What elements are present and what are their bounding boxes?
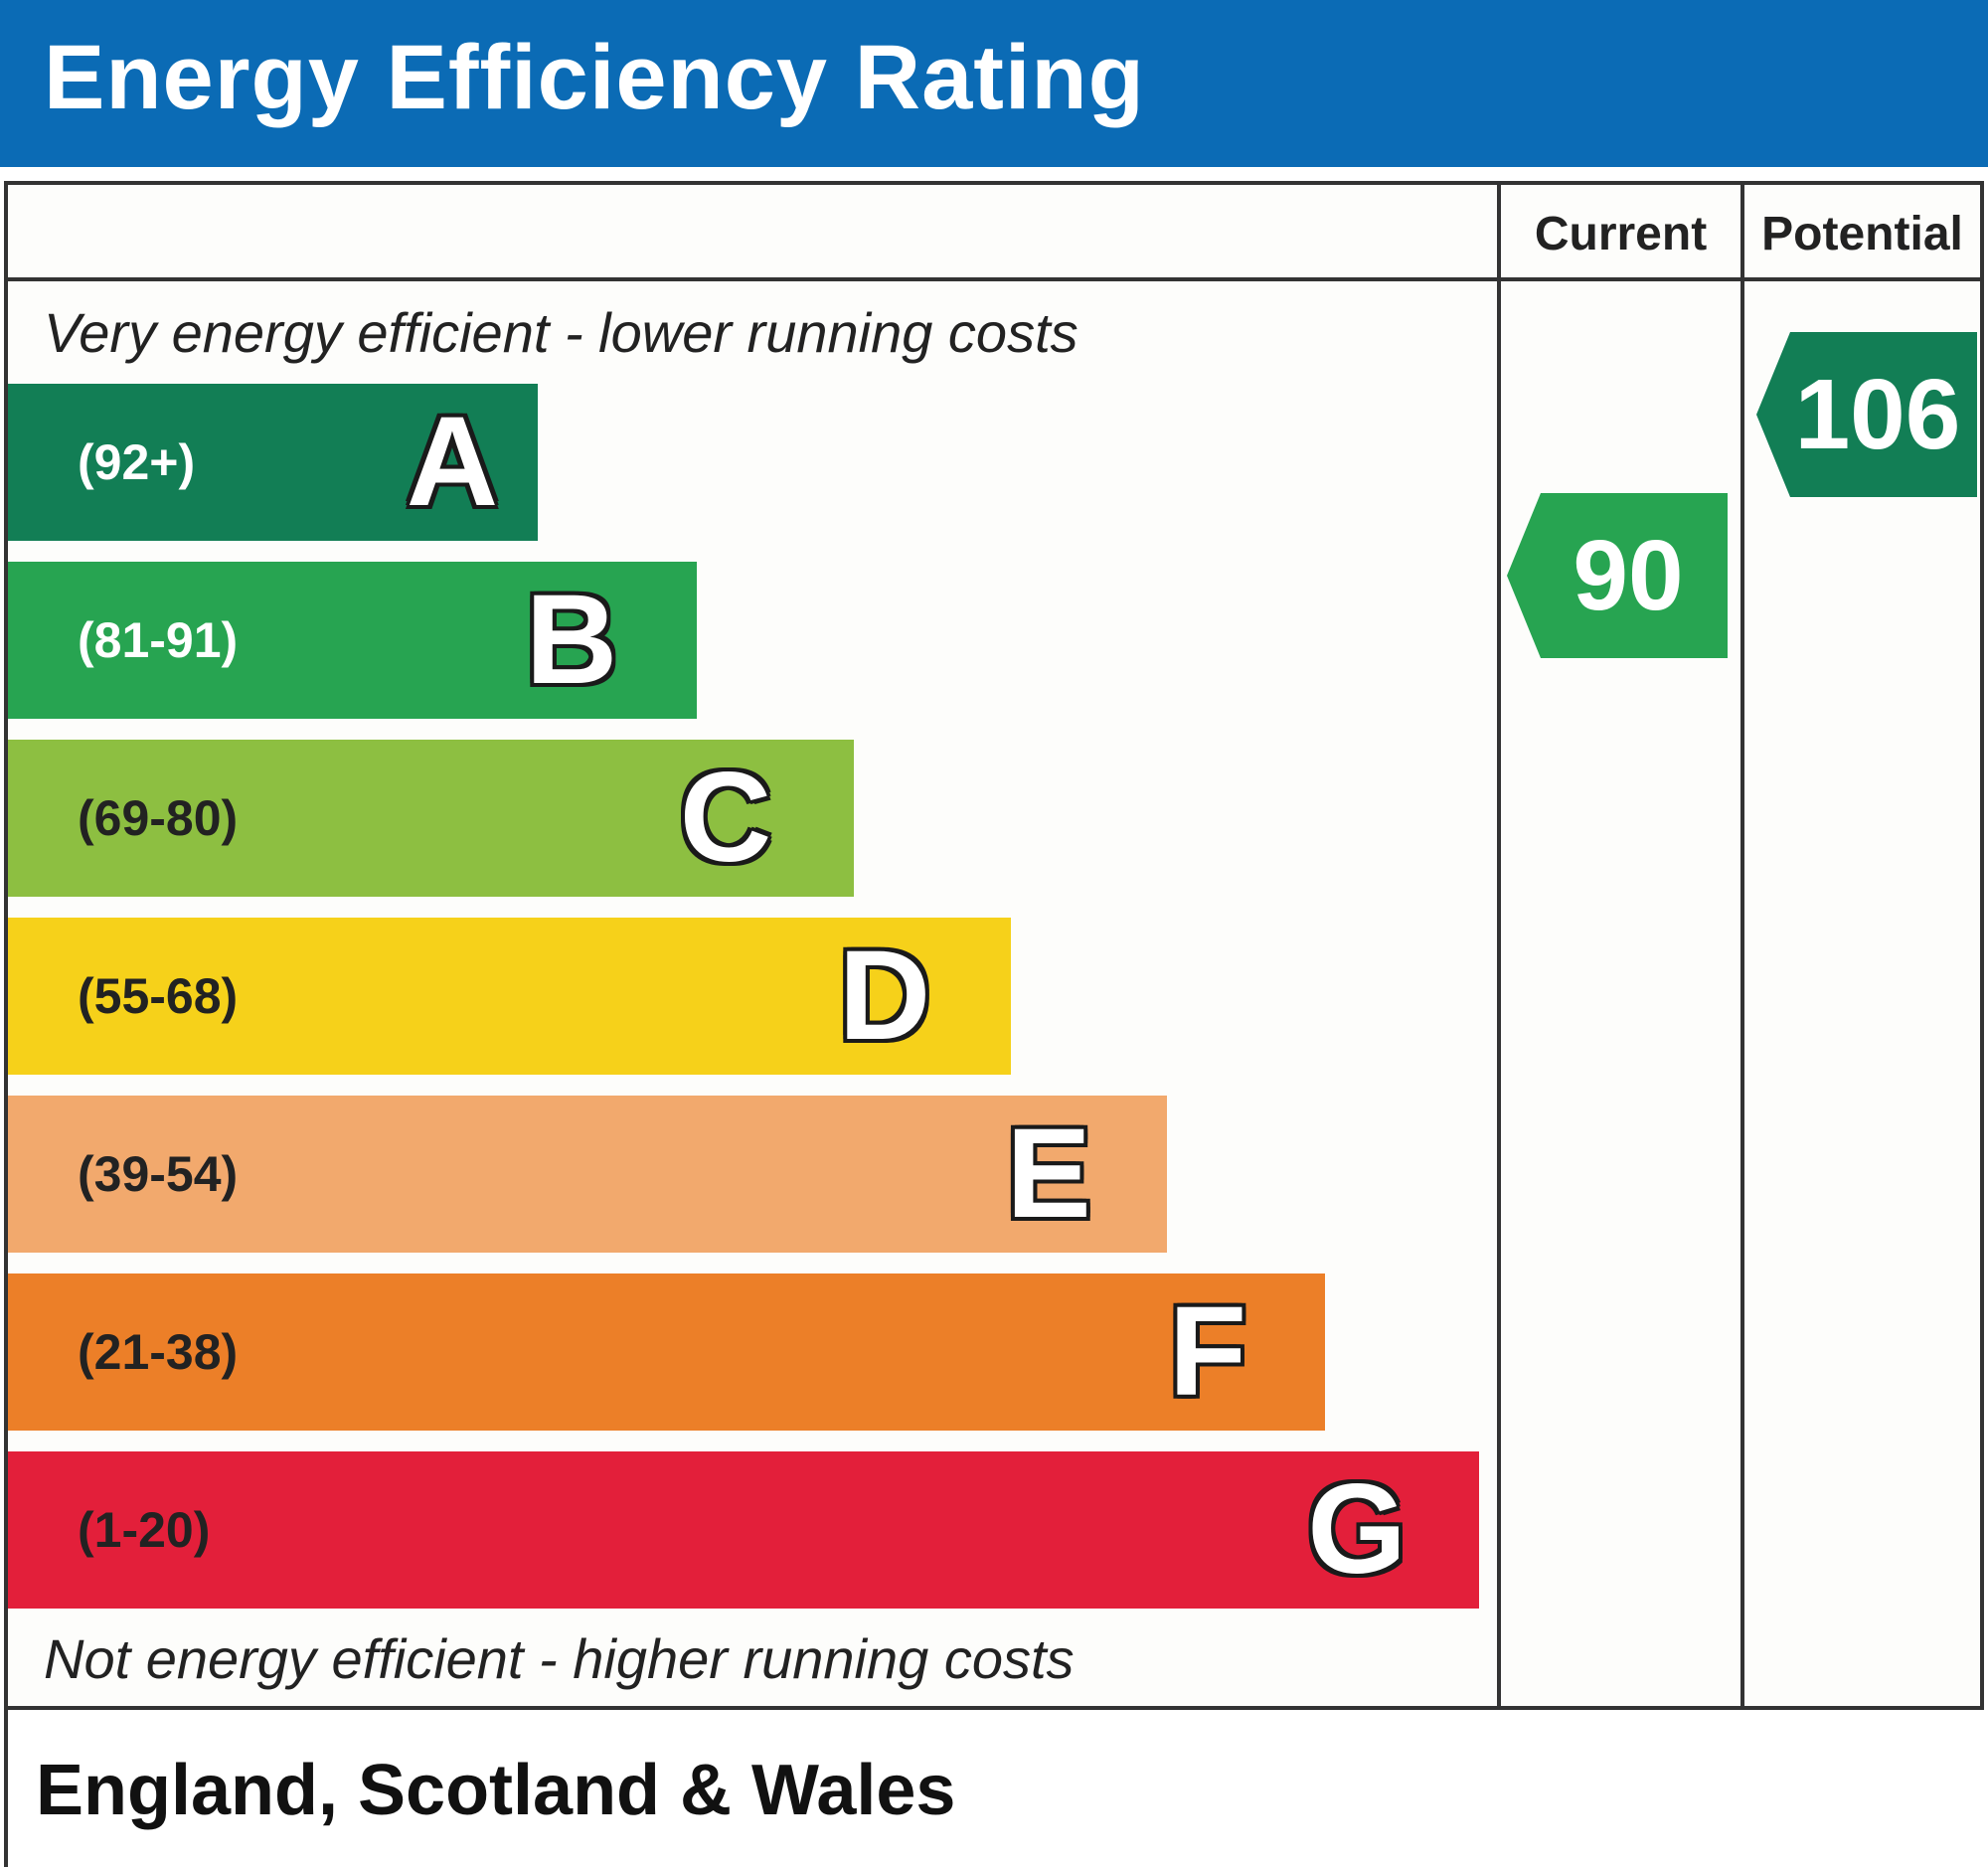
current-rating-marker-shape <box>1507 493 1728 658</box>
band-g: (1-20) G <box>8 1451 1479 1609</box>
band-letter: B <box>525 569 618 711</box>
band-range-label: (92+) <box>78 434 196 490</box>
band-range-label: (69-80) <box>78 790 239 846</box>
potential-column-header: Potential <box>1761 208 1963 260</box>
region-footer: England, Scotland & Wales <box>4 1706 1411 1867</box>
band-letter: F <box>1168 1280 1247 1423</box>
chart-title: Energy Efficiency Rating <box>44 27 1145 128</box>
band-range-label: (21-38) <box>78 1324 239 1380</box>
band-range-label: (55-68) <box>78 968 239 1024</box>
band-letter: A <box>406 391 499 533</box>
current-column-header: Current <box>1534 208 1708 260</box>
potential-rating-marker-polygon <box>1756 332 1977 497</box>
band-range-label: (39-54) <box>78 1146 239 1202</box>
current-rating-marker: 90 <box>1507 493 1728 658</box>
band-c: (69-80) C <box>8 740 854 897</box>
current-column-divider <box>1497 181 1501 1710</box>
band-range-label: (81-91) <box>78 612 239 668</box>
band-f: (21-38) F <box>8 1273 1325 1431</box>
potential-rating-marker-shape <box>1756 332 1977 497</box>
bottom-caption: Not energy efficient - higher running co… <box>44 1627 1075 1690</box>
current-rating-marker-value: 90 <box>1573 520 1684 631</box>
potential-rating-marker: 106 <box>1756 332 1977 497</box>
region-label: England, Scotland & Wales <box>36 1751 956 1830</box>
top-caption: Very energy efficient - lower running co… <box>44 301 1078 364</box>
potential-column-divider <box>1740 181 1744 1710</box>
band-letter: E <box>1006 1103 1091 1245</box>
band-b: (81-91) B <box>8 562 697 719</box>
current-rating-marker-polygon <box>1507 493 1728 658</box>
band-e: (39-54) E <box>8 1096 1167 1253</box>
band-d: (55-68) D <box>8 918 1011 1075</box>
band-letter: D <box>838 925 931 1067</box>
band-letter: C <box>679 747 772 889</box>
chart-header: Energy Efficiency Rating <box>0 0 1988 167</box>
band-letter: G <box>1307 1458 1407 1601</box>
header-row-divider <box>4 277 1984 281</box>
band-range-label: (1-20) <box>78 1502 211 1558</box>
band-a: (92+) A <box>8 384 538 541</box>
potential-rating-marker-value: 106 <box>1794 359 1961 470</box>
